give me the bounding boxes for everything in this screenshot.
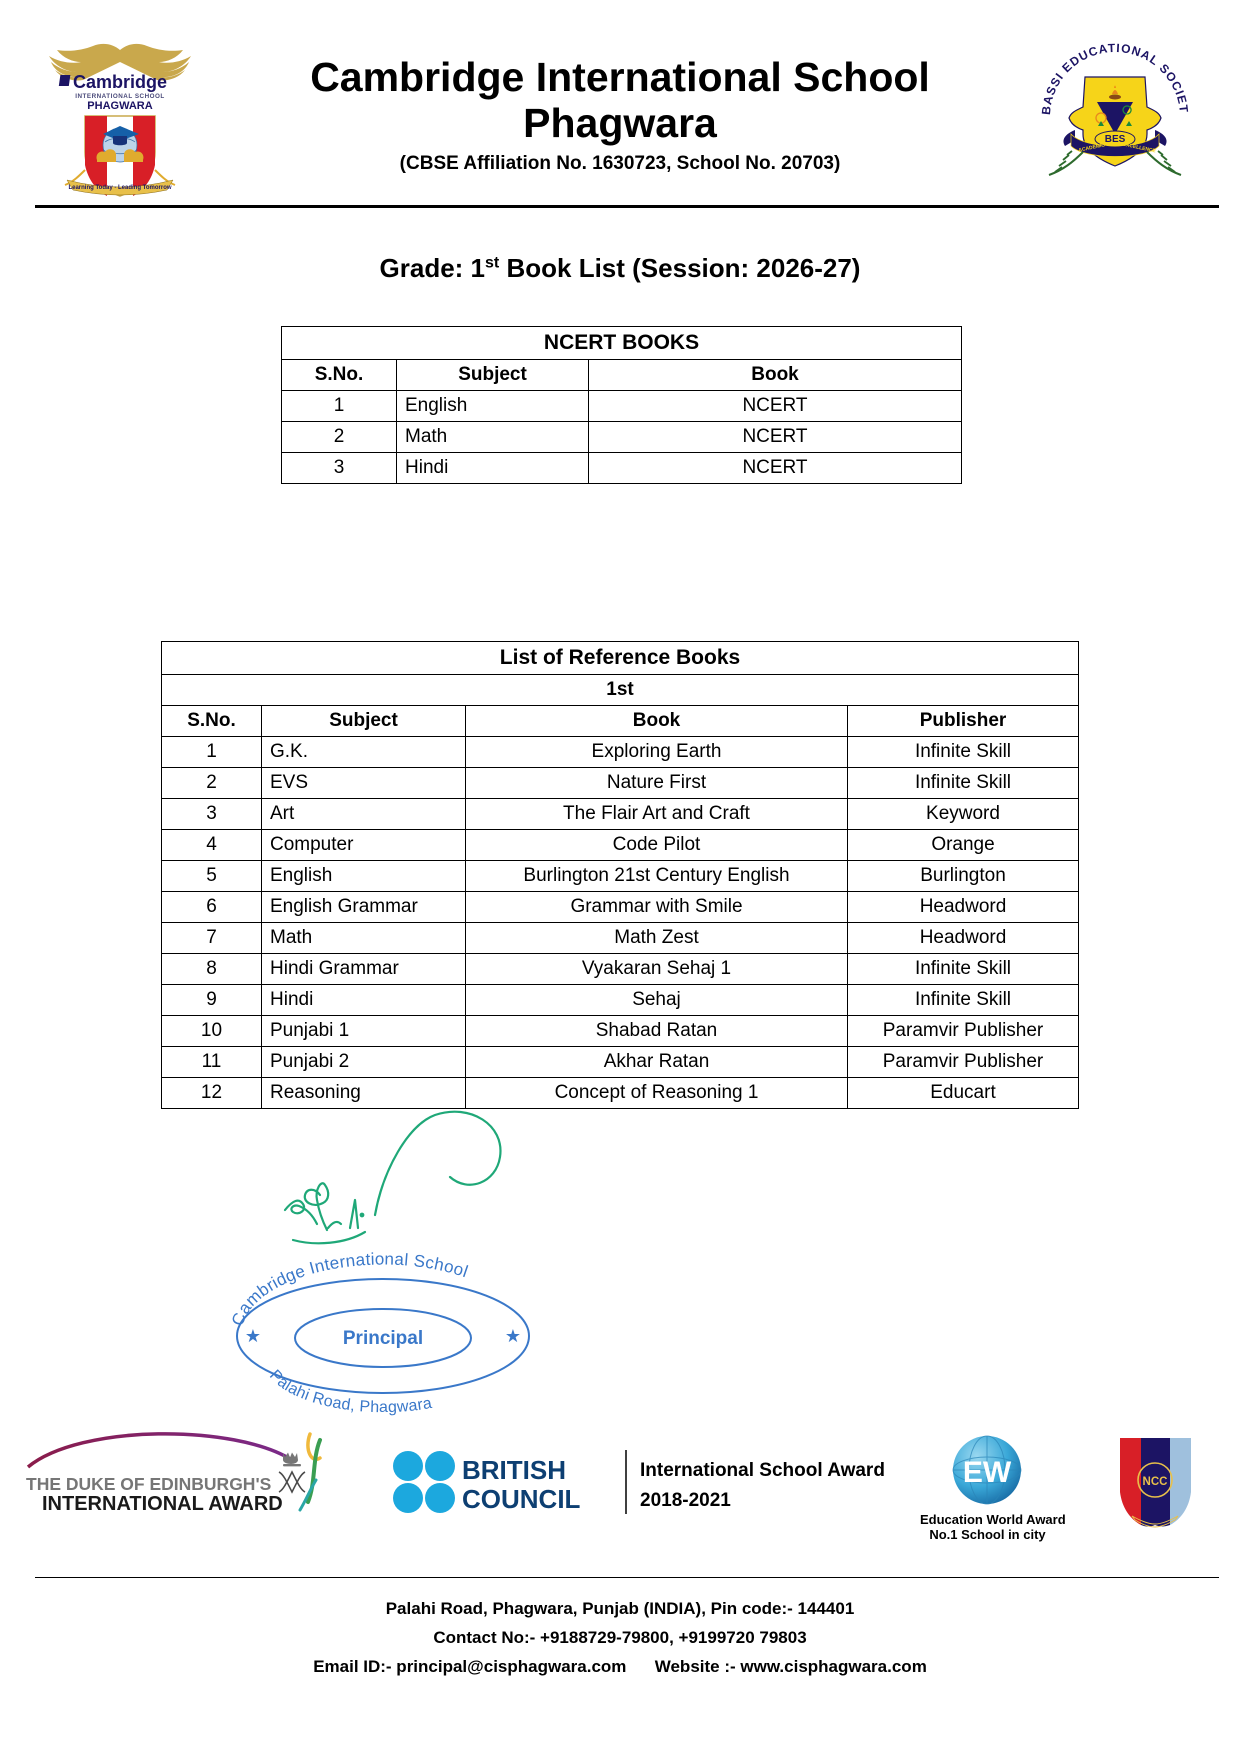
- svg-text:INTERNATIONAL AWARD: INTERNATIONAL AWARD: [42, 1493, 283, 1515]
- svg-text:EW: EW: [962, 1456, 1011, 1489]
- svg-text:NCC: NCC: [1143, 1476, 1168, 1488]
- svg-text:COUNCIL: COUNCIL: [462, 1484, 581, 1514]
- svg-text:THE DUKE OF EDINBURGH'S: THE DUKE OF EDINBURGH'S: [26, 1474, 271, 1494]
- svg-text:INTERNATIONAL SCHOOL: INTERNATIONAL SCHOOL: [75, 93, 165, 100]
- svg-text:International School Award: International School Award: [640, 1460, 885, 1481]
- svg-text:BRITISH: BRITISH: [462, 1455, 566, 1485]
- svg-text:★: ★: [245, 1326, 261, 1346]
- svg-text:Learning Today - Leading Tomor: Learning Today - Leading Tomorrow: [68, 185, 171, 191]
- svg-text:PHAGWARA: PHAGWARA: [87, 100, 152, 112]
- svg-text:Cambridge: Cambridge: [73, 72, 167, 92]
- svg-text:Principal: Principal: [343, 1328, 423, 1349]
- svg-text:2018-2021: 2018-2021: [640, 1490, 731, 1511]
- svg-text:★: ★: [505, 1326, 521, 1346]
- svg-text:Cambridge International School: Cambridge International School: [228, 1249, 471, 1328]
